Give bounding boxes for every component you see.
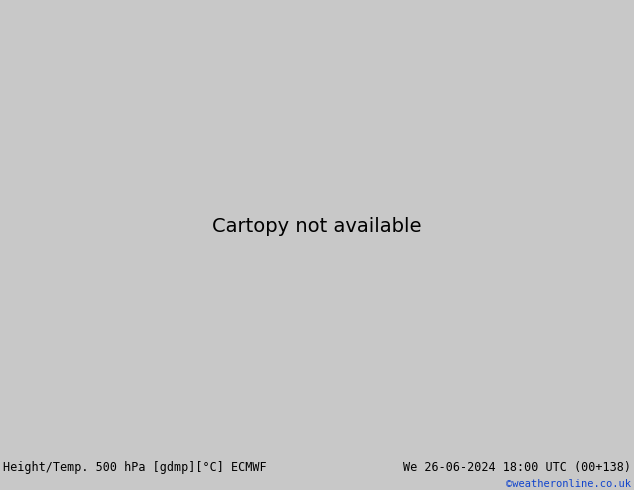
Text: We 26-06-2024 18:00 UTC (00+138): We 26-06-2024 18:00 UTC (00+138) — [403, 462, 631, 474]
Text: Cartopy not available: Cartopy not available — [212, 217, 422, 236]
Text: ©weatheronline.co.uk: ©weatheronline.co.uk — [506, 480, 631, 490]
Text: Height/Temp. 500 hPa [gdmp][°C] ECMWF: Height/Temp. 500 hPa [gdmp][°C] ECMWF — [3, 462, 267, 474]
